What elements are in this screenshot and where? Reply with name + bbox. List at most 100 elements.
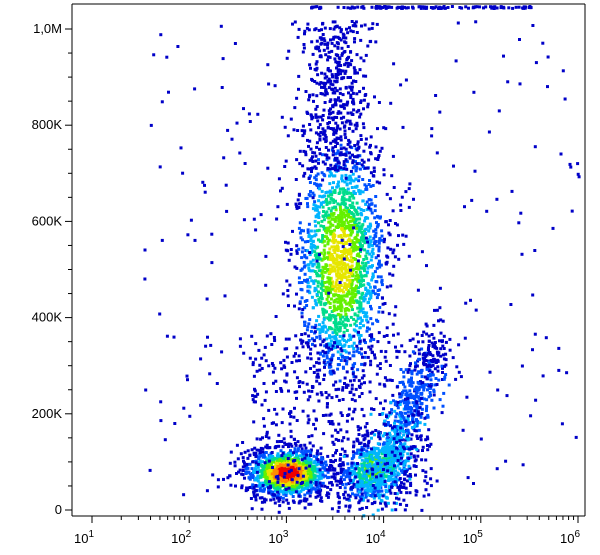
event-dot (326, 46, 330, 50)
event-dot (323, 373, 326, 377)
event-dot (368, 380, 372, 384)
event-dot (329, 316, 333, 320)
event-dot (267, 469, 271, 473)
event-dot (421, 445, 425, 449)
event-dot (380, 278, 384, 282)
event-dot (342, 106, 346, 110)
event-dot (305, 26, 309, 30)
event-dot (377, 239, 381, 243)
event-dot (315, 293, 319, 296)
event-dot (314, 323, 318, 327)
event-dot (361, 434, 365, 438)
event-dot (269, 458, 273, 461)
event-dot (326, 360, 330, 364)
event-dot (393, 421, 396, 425)
event-dot (306, 449, 310, 453)
event-dot (372, 479, 376, 483)
event-dot (273, 339, 277, 342)
event-dot (362, 209, 366, 212)
event-dot (329, 369, 332, 373)
event-dot (347, 290, 351, 294)
event-dot (350, 204, 354, 208)
event-dot (348, 265, 351, 269)
event-dot (342, 208, 346, 212)
event-dot (326, 194, 330, 198)
event-dot (306, 325, 310, 329)
event-dot (322, 210, 325, 213)
event-dot (264, 475, 268, 479)
event-dot (340, 414, 344, 417)
event-dot (403, 467, 407, 471)
event-dot (334, 320, 338, 324)
event-dot (324, 191, 328, 194)
event-dot (385, 260, 389, 264)
event-dot (329, 412, 333, 416)
event-dot (324, 90, 328, 94)
event-dot (302, 265, 306, 269)
event-dot (427, 334, 431, 338)
event-dot (286, 452, 290, 456)
event-dot (357, 379, 361, 383)
event-dot (360, 236, 364, 240)
event-dot (364, 232, 367, 235)
event-dot (408, 466, 412, 470)
event-dot (404, 411, 407, 415)
event-dot (348, 26, 351, 30)
event-dot (297, 193, 301, 197)
event-dot (228, 474, 232, 478)
event-dot (392, 471, 396, 475)
event-dot (315, 463, 319, 467)
event-dot (263, 345, 267, 349)
event-dot (399, 420, 403, 424)
event-dot (330, 310, 334, 314)
event-dot (343, 307, 347, 311)
event-dot (371, 275, 375, 279)
event-dot (368, 481, 372, 484)
event-dot (316, 375, 320, 379)
event-dot (338, 289, 342, 293)
event-dot (353, 407, 357, 411)
event-dot (243, 450, 247, 454)
event-dot (248, 486, 252, 489)
event-dot (321, 354, 325, 358)
event-dot (343, 129, 347, 133)
event-dot (342, 339, 346, 342)
event-dot (337, 276, 341, 280)
event-dot (297, 276, 301, 280)
event-dot (320, 325, 324, 329)
event-dot (332, 475, 336, 479)
event-dot (410, 372, 414, 376)
event-dot (323, 309, 327, 313)
event-dot (385, 326, 389, 330)
event-dot (338, 326, 342, 329)
event-dot (343, 285, 346, 289)
event-dot (301, 462, 305, 466)
event-dot (359, 250, 362, 254)
event-dot (339, 38, 343, 42)
event-dot (374, 231, 378, 235)
event-dot (326, 167, 330, 170)
event-dot (327, 213, 331, 217)
event-dot (311, 239, 315, 243)
event-dot (316, 458, 320, 462)
event-dot (431, 344, 435, 348)
event-dot (426, 413, 430, 417)
event-dot (387, 459, 391, 463)
event-dot (328, 313, 332, 317)
event-dot (292, 451, 295, 455)
event-dot (352, 478, 356, 482)
event-dot (352, 108, 356, 112)
event-dot (329, 172, 333, 176)
event-dot (356, 368, 360, 372)
event-dot (442, 377, 446, 381)
event-dot (441, 353, 445, 357)
event-dot (345, 419, 349, 423)
event-dot (344, 136, 348, 140)
event-dot (254, 498, 258, 502)
event-dot (343, 188, 347, 192)
event-dot (429, 467, 433, 471)
event-dot (408, 477, 412, 481)
event-dot (277, 177, 281, 181)
event-dot (332, 228, 336, 232)
event-dot (244, 489, 248, 493)
